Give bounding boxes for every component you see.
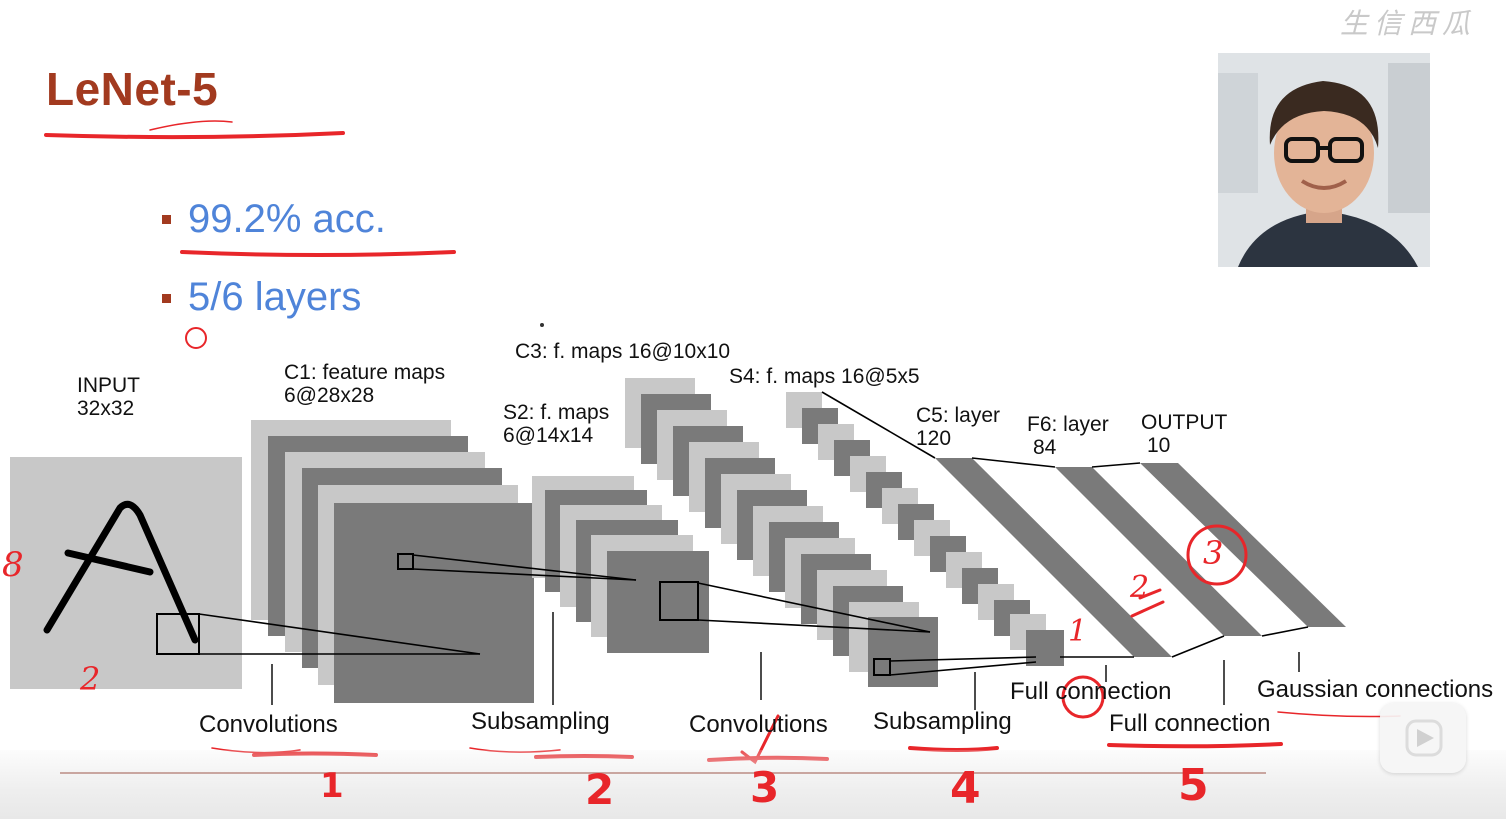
step-number-3: 3 (750, 763, 780, 812)
op-convolutions-1: Convolutions (199, 711, 338, 738)
watermark: 生信西瓜 (1340, 7, 1477, 40)
footer-band (0, 750, 1506, 819)
mark-1: 1 (1068, 614, 1088, 649)
input-image (10, 457, 242, 689)
bullet-dot (162, 294, 171, 303)
play-icon (1405, 719, 1443, 757)
op-subsampling-1: Subsampling (471, 708, 610, 735)
step-number-4: 4 (950, 763, 981, 814)
s2-label: S2: f. maps 6@14x14 (503, 401, 610, 447)
s4-label: S4: f. maps 16@5x5 (729, 365, 920, 388)
mark-8: 8 (2, 545, 24, 585)
op-full-connection-1: Full connection (1010, 678, 1172, 705)
slide-title: LeNet-5 (46, 63, 219, 115)
op-convolutions-2: Convolutions (689, 711, 828, 738)
c1-feature-maps (251, 420, 534, 703)
c1-label: C1: feature maps 6@28x28 (284, 361, 446, 407)
mark-2-input: 2 (80, 660, 101, 698)
step-number-1: 1 (320, 766, 344, 806)
portrait-photo (1218, 53, 1430, 267)
play-button[interactable] (1380, 703, 1466, 773)
c5-label: C5: layer 120 (916, 404, 1001, 450)
mark-3: 3 (1203, 534, 1224, 572)
input-label: INPUT 32x32 (77, 374, 140, 420)
step-number-2: 2 (585, 765, 615, 814)
s2-feature-maps (532, 476, 709, 653)
mark-2: 2 (1130, 570, 1150, 605)
op-subsampling-2: Subsampling (873, 708, 1012, 735)
baseline-divider (60, 772, 1266, 774)
f6-layer (1055, 467, 1262, 636)
bullet-accuracy: 99.2% acc. (188, 197, 386, 241)
op-gaussian-connections: Gaussian connections (1257, 676, 1494, 703)
person-icon (1218, 53, 1430, 267)
c5-layer (935, 458, 1172, 657)
step-number-5: 5 (1178, 760, 1209, 811)
f6-label: F6: layer 84 (1027, 413, 1109, 459)
bullet-dot (162, 215, 171, 224)
c3-label: C3: f. maps 16@10x10 (515, 340, 731, 363)
output-label: OUTPUT 10 (1141, 411, 1228, 457)
s4-feature-maps (786, 392, 1064, 666)
bullet-layers: 5/6 layers (188, 275, 362, 319)
op-full-connection-2: Full connection (1109, 710, 1271, 737)
